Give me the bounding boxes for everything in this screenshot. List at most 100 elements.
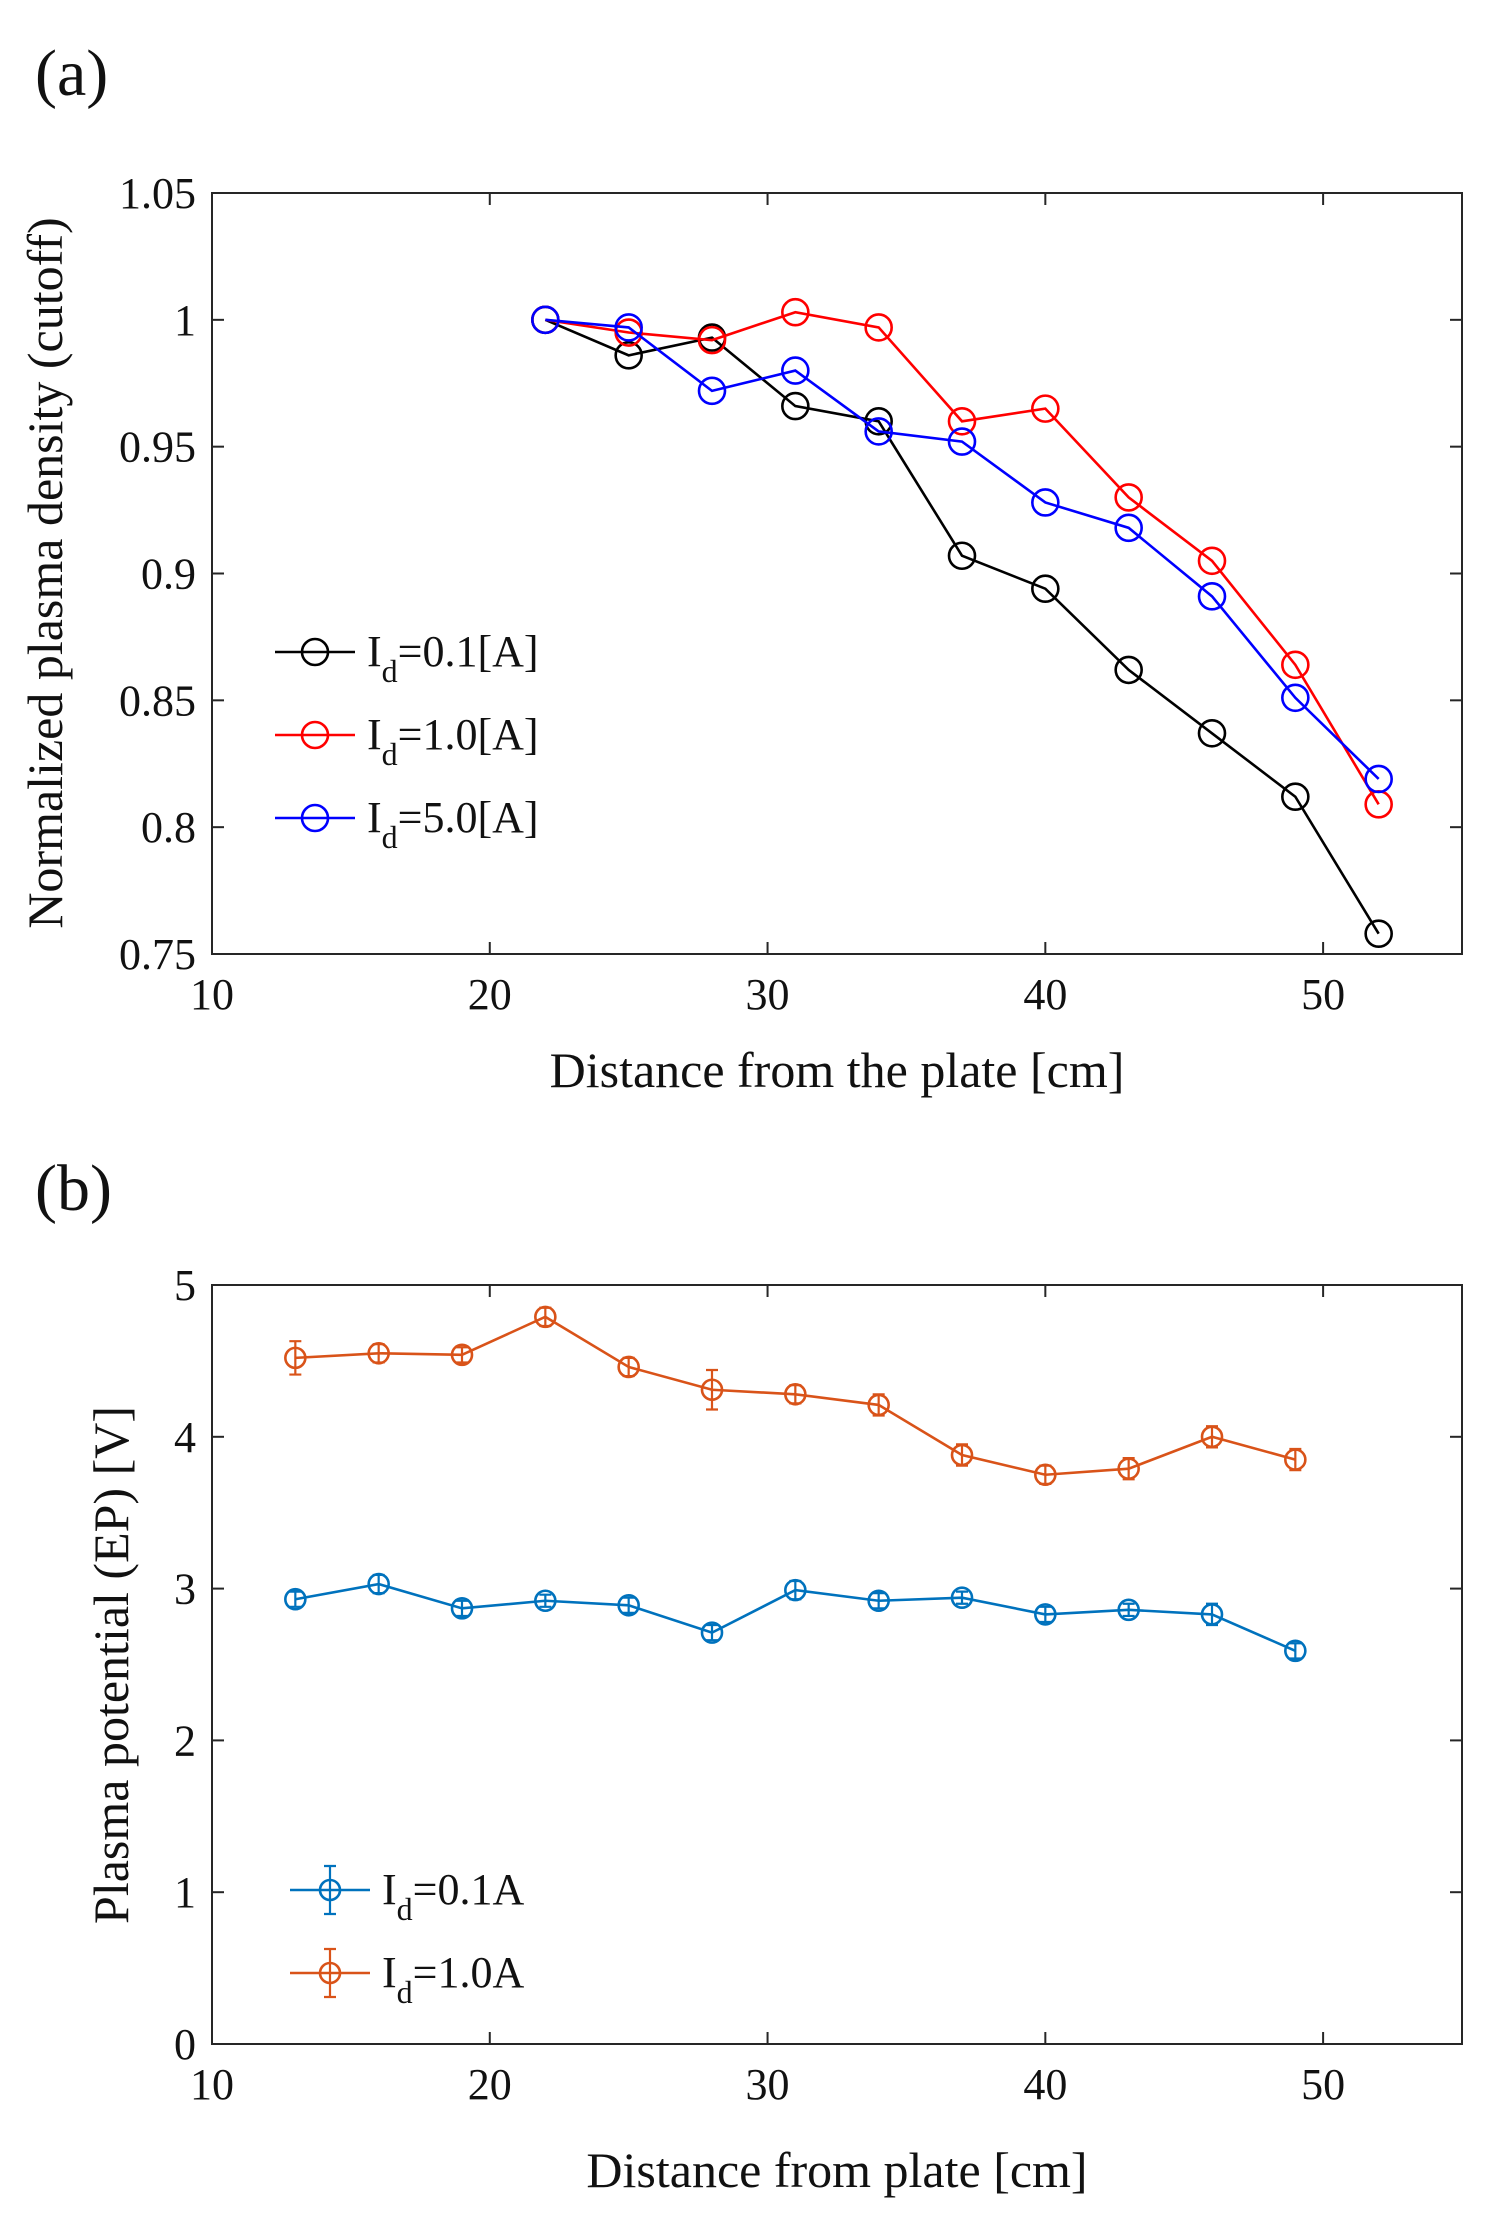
data-point [1034, 1463, 1057, 1487]
data-point [700, 1378, 724, 1402]
error-bar [622, 1596, 635, 1614]
legend-item-2: Id=1.0A [290, 1947, 524, 2010]
x-tick-label: 20 [468, 2060, 512, 2109]
legend-marker [300, 637, 330, 667]
error-bar [706, 1623, 718, 1642]
data-point [1281, 782, 1310, 812]
panel-b-x-axis-title: Distance from plate [cm] [586, 2142, 1087, 2198]
panel-b-legend: Id=0.1A Id=1.0A [290, 1864, 524, 2010]
y-tick-label: 0.75 [119, 930, 196, 979]
data-point [1364, 764, 1393, 794]
data-point [947, 427, 977, 456]
data-point [534, 1305, 557, 1329]
data-point [1200, 1603, 1224, 1626]
y-tick-label: 2 [174, 1716, 196, 1765]
data-point [864, 313, 893, 342]
y-tick-label: 3 [174, 1565, 196, 1614]
error-bar [539, 1306, 552, 1328]
legend-error-bar [324, 1947, 336, 1999]
panel-a-x-axis-title: Distance from the plate [cm] [550, 1042, 1125, 1098]
data-point [1197, 546, 1227, 576]
data-point [284, 1587, 307, 1611]
y-tick-label: 0.9 [141, 550, 196, 599]
y-tick-label: 1 [174, 296, 196, 345]
series-line [545, 310, 1380, 806]
data-point [614, 341, 643, 370]
data-point [1114, 483, 1143, 512]
legend-item-1: Id=0.1A [290, 1864, 524, 1927]
error-bar [1122, 1602, 1135, 1618]
legend-item-1: Id=0.1[A] [275, 627, 539, 689]
data-point [1197, 582, 1227, 611]
panel-b-ticks: 10 20 30 40 50 0 1 2 3 4 5 [174, 1261, 1462, 2109]
data-point [867, 1589, 890, 1613]
error-bar [289, 1590, 302, 1608]
panel-b-y-axis-title: Plasma potential (EP) [V] [83, 1406, 139, 1924]
panel-b-series [284, 1305, 1307, 1663]
data-point [950, 1443, 974, 1467]
panel-b-chart: (b) 10 20 30 40 50 0 1 2 3 4 5 Distance from plate… [35, 1152, 1463, 2198]
data-point [367, 1342, 390, 1365]
data-point [1031, 574, 1060, 604]
x-tick-label: 10 [190, 970, 234, 1019]
panel-a-y-axis-title: Normalized plasma density (cutoff) [17, 217, 73, 928]
data-point [367, 1572, 390, 1596]
data-point [450, 1597, 474, 1620]
data-point [1200, 1425, 1224, 1449]
panel-a-series [531, 297, 1393, 949]
series-2 [284, 1305, 1307, 1487]
series-line [545, 318, 1380, 780]
data-point [1364, 919, 1393, 949]
x-tick-label: 30 [746, 970, 790, 1019]
data-point [1281, 683, 1310, 713]
legend-item-2: Id=1.0[A] [275, 710, 539, 772]
data-point [781, 391, 810, 421]
error-bar [1289, 1642, 1302, 1660]
legend-label: Id=0.1[A] [367, 627, 539, 689]
error-bar [456, 1346, 468, 1364]
x-tick-label: 20 [468, 970, 512, 1019]
x-tick-label: 50 [1301, 2060, 1345, 2109]
data-point [697, 376, 727, 406]
y-tick-label: 4 [174, 1413, 196, 1462]
y-tick-label: 0.95 [119, 423, 196, 472]
legend-marker [318, 1961, 342, 1985]
panel-b-label: (b) [35, 1152, 112, 1225]
data-point [697, 325, 727, 355]
data-point [1031, 394, 1060, 423]
data-point [784, 1382, 807, 1406]
y-tick-label: 0.85 [119, 676, 196, 725]
data-point [1114, 513, 1143, 543]
data-point [1117, 1457, 1140, 1480]
series-line [544, 318, 1380, 935]
data-point [1034, 1603, 1057, 1626]
x-tick-label: 50 [1301, 970, 1345, 1019]
data-point [1197, 719, 1227, 748]
error-bar [539, 1593, 552, 1608]
panel-a-ticks: 10 20 30 40 50 0.75 0.8 0.85 0.9 0.95 1 1.05 [119, 169, 1462, 1019]
error-bar [872, 1592, 885, 1610]
data-point [864, 417, 893, 446]
legend-label: Id=1.0[A] [367, 710, 539, 772]
x-tick-label: 40 [1023, 2060, 1067, 2109]
error-bar [706, 1368, 718, 1411]
y-tick-label: 5 [174, 1261, 196, 1310]
data-point [531, 305, 560, 335]
data-point [450, 1343, 474, 1367]
error-bar [1039, 1605, 1052, 1624]
data-point [947, 541, 977, 571]
legend-label: Id=0.1A [382, 1865, 524, 1927]
data-point [1031, 488, 1060, 517]
y-tick-label: 0 [174, 2020, 196, 2069]
data-point [617, 1593, 640, 1617]
legend-label: Id=5.0[A] [367, 793, 539, 855]
series-1 [284, 1572, 1307, 1663]
data-point [781, 356, 810, 385]
series-1 [531, 305, 1393, 949]
data-point [614, 313, 643, 342]
data-point [1117, 1598, 1140, 1622]
data-point [700, 1621, 724, 1644]
x-tick-label: 40 [1023, 970, 1067, 1019]
data-point [617, 1355, 640, 1379]
